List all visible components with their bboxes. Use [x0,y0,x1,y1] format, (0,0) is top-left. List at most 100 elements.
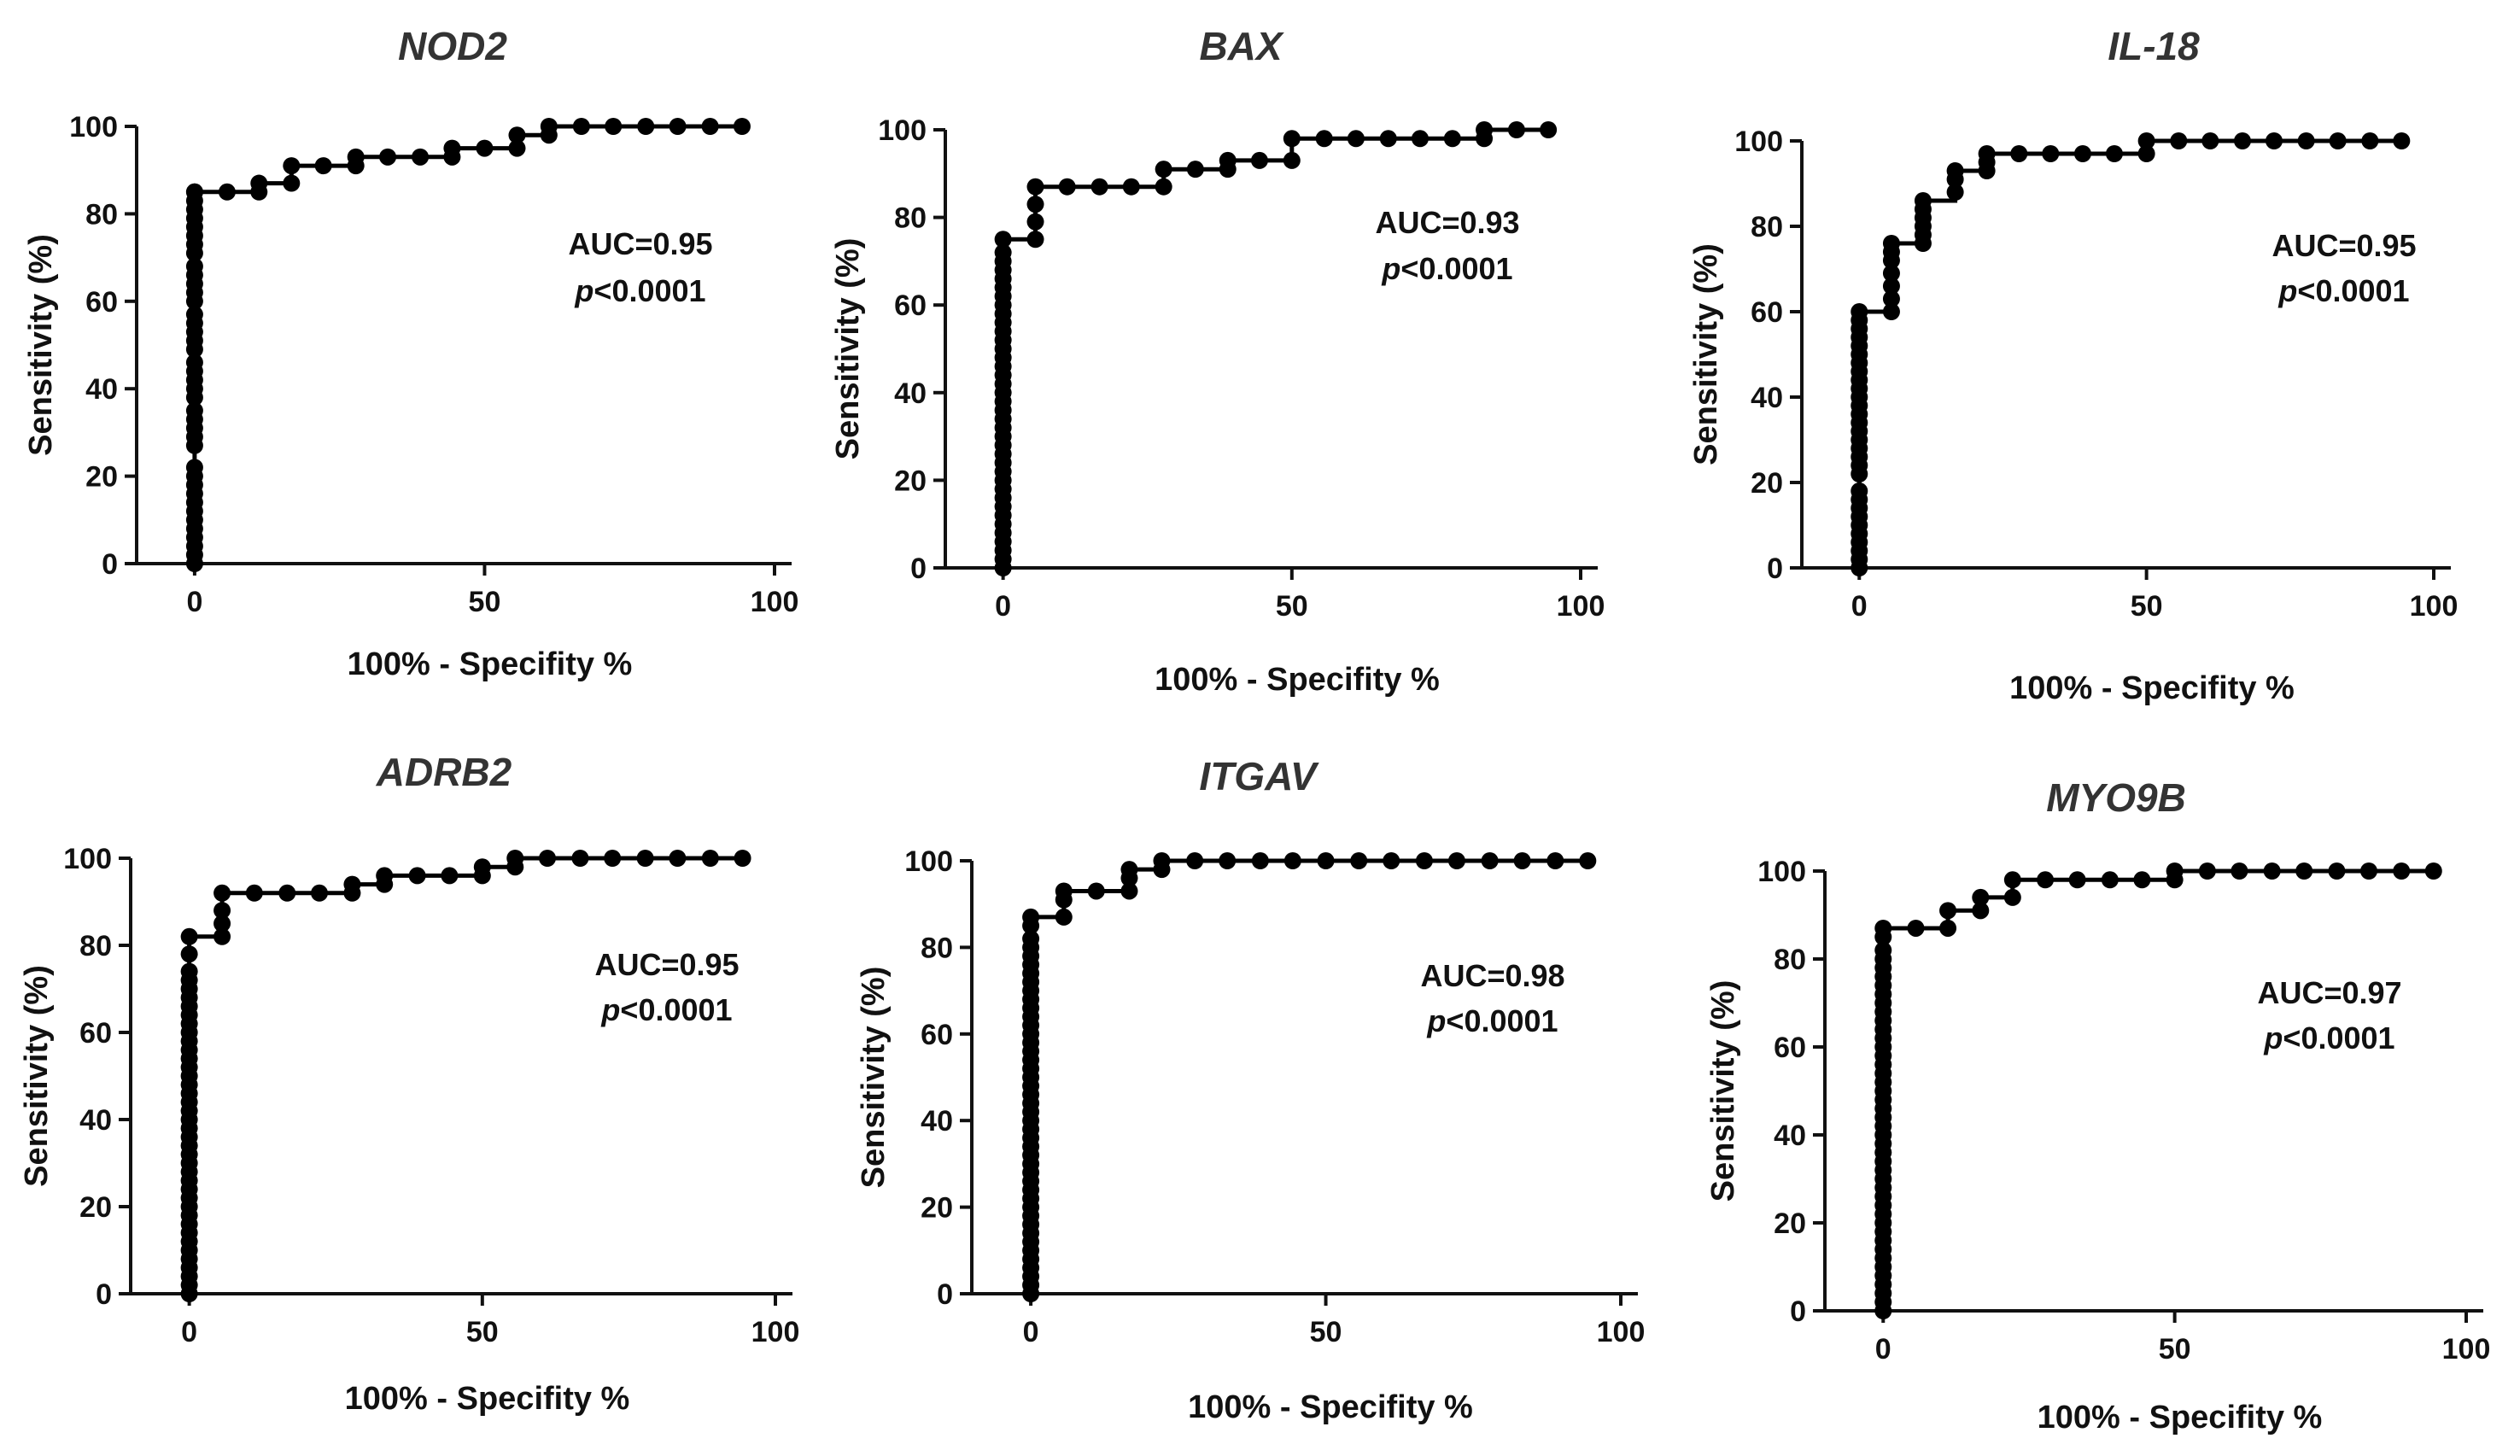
roc-point [2010,145,2028,162]
roc-point [213,884,231,902]
y-tick-label: 40 [1774,1120,1806,1152]
y-tick-label: 100 [1757,856,1806,888]
roc-point [1411,130,1429,148]
roc-point [1540,121,1558,138]
roc-point [2328,862,2346,880]
roc-point [1055,882,1073,900]
roc-point [2003,888,2021,906]
roc-point [213,927,231,945]
x-tick-label: 50 [1310,1316,1342,1348]
y-axis-label: Sensitivity (%) [856,967,892,1189]
roc-point [2198,862,2216,880]
roc-point [443,139,461,157]
roc-point [2042,145,2060,162]
roc-point [2265,132,2283,149]
p-value-suffix: <0.0001 [593,273,705,308]
y-axis-label: Sensitivity (%) [1688,243,1724,465]
roc-point [1882,303,1900,320]
roc-point [1946,184,1964,201]
roc-point [1315,130,1333,148]
roc-point [2133,871,2151,889]
roc-point [1219,151,1237,169]
roc-point [1155,161,1172,178]
p-value-suffix: <0.0001 [2297,273,2409,308]
p-value-suffix: <0.0001 [1400,251,1512,286]
x-tick-label: 0 [186,586,202,618]
roc-point [283,157,301,175]
roc-point [1153,852,1171,869]
y-axis-label: Sensitivity (%) [19,965,55,1187]
roc-point [508,126,526,144]
roc-point [1283,852,1301,869]
p-value-suffix: <0.0001 [2283,1020,2394,1055]
roc-point [1972,902,1990,920]
x-tick-label: 50 [2159,1333,2191,1365]
y-tick-label: 40 [1751,382,1783,414]
roc-point [2361,132,2379,149]
y-tick-label: 100 [878,114,927,147]
roc-point [1882,290,1900,307]
roc-point [1882,235,1900,252]
roc-point [1907,919,1925,937]
roc-point [1122,178,1140,196]
roc-point [2263,862,2281,880]
roc-point [1978,145,1996,162]
roc-point [1317,852,1335,869]
roc-point [1219,852,1237,869]
roc-point [1882,278,1900,295]
roc-point [1026,196,1044,213]
p-value-prefix: p [2263,1020,2283,1055]
x-tick-label: 100 [751,586,799,618]
roc-point [1026,178,1044,196]
roc-point [1058,178,1076,196]
roc-point [1350,852,1368,869]
roc-point [2003,871,2021,889]
y-axis-label: Sensitivity (%) [1705,980,1741,1202]
roc-point [180,927,198,945]
roc-point [1026,213,1044,231]
roc-point [2393,132,2411,149]
roc-point [1186,161,1204,178]
auc-label: AUC=0.98 [1420,958,1564,993]
roc-point [539,850,557,867]
roc-point [1383,852,1400,869]
y-tick-label: 0 [96,1278,112,1311]
roc-point [473,858,491,876]
roc-point [408,867,426,885]
roc-point [1120,861,1138,879]
roc-point [213,915,231,933]
roc-point [185,459,203,477]
auc-label: AUC=0.93 [1375,205,1519,240]
x-tick-label: 0 [1023,1316,1039,1348]
y-tick-label: 60 [894,289,927,322]
x-axis-label: 100% - Specifity % [2038,1400,2323,1436]
roc-point [185,401,203,419]
roc-point [476,139,494,157]
x-axis-label: 100% - Specifity % [345,1381,630,1417]
x-axis-label: 100% - Specifity % [1188,1389,1473,1425]
roc-point [2393,862,2411,880]
roc-point [1882,265,1900,282]
roc-point [701,850,719,867]
x-tick-label: 50 [469,586,501,618]
roc-point [1513,852,1531,869]
roc-point [734,850,751,867]
x-tick-label: 100 [751,1316,800,1348]
y-tick-label: 40 [79,1104,112,1137]
roc-curve-line [1001,127,1549,568]
p-value-label: p<0.0001 [1381,251,1512,286]
roc-point [379,148,397,166]
roc-point [1379,130,1397,148]
roc-panel-myo9b: MYO9B 0 20 40 60 80 100 0 50 100 100% - Specifity … [1705,775,2490,1436]
y-tick-label: 80 [894,202,927,235]
panel-title: ITGAV [1199,754,1318,798]
roc-point [2137,145,2155,162]
roc-point [1946,162,1964,179]
roc-point [1939,919,1957,937]
y-tick-label: 20 [85,461,118,494]
panel-title: ADRB2 [376,750,512,794]
roc-point [571,850,589,867]
roc-point [1251,852,1269,869]
roc-point [1443,130,1461,148]
roc-point [1579,852,1597,869]
